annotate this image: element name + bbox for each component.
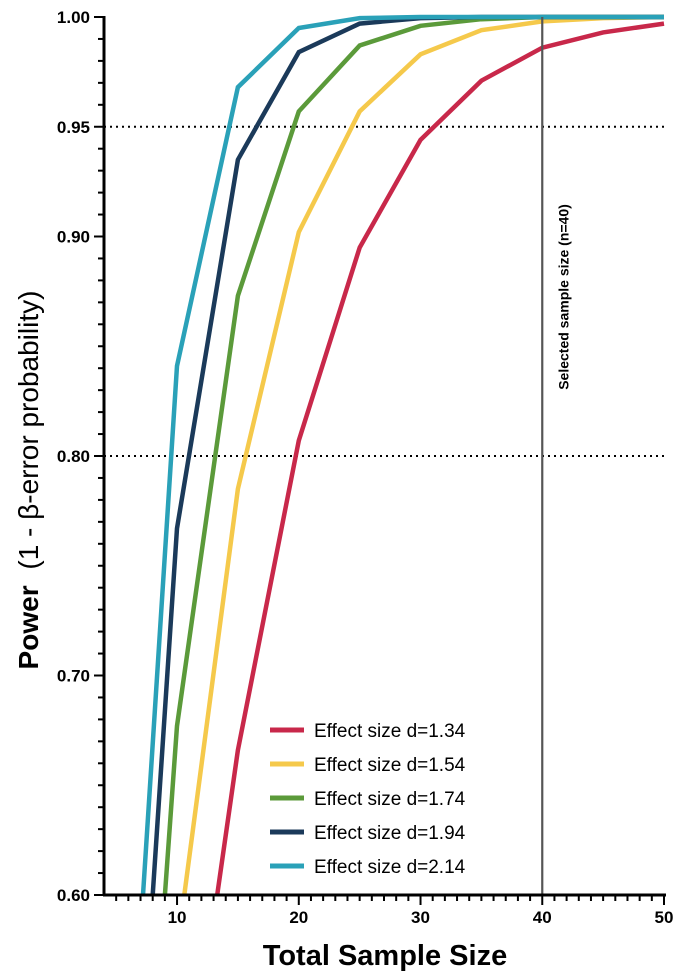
x-tick-label: 10 [168,908,187,927]
legend-label-5: Effect size d=2.14 [314,857,466,878]
y-axis-title-rest: (1 - β-error probability) [13,291,44,570]
series-lines [140,14,665,895]
y-tick-label: 0.90 [57,228,90,247]
x-axis-title: Total Sample Size [263,940,507,972]
x-tick-label: 50 [655,908,674,927]
legend-label-2: Effect size d=1.54 [314,755,466,776]
x-tick-label: 40 [533,908,552,927]
legend-label-3: Effect size d=1.74 [314,789,466,810]
y-tick-label: 1.00 [57,8,90,27]
y-axis-title: Power (1 - β-error probability) [13,291,44,670]
series-line-5 [140,14,664,895]
y-tick-label: 0.70 [57,667,90,686]
x-tick-label: 20 [289,908,308,927]
y-tick-label: 0.95 [57,118,90,137]
legend-label-1: Effect size d=1.34 [314,721,466,742]
x-tick-label: 30 [411,908,430,927]
y-tick-label: 0.60 [57,886,90,905]
series-line-1 [214,21,665,895]
legend-label-4: Effect size d=1.94 [314,823,466,844]
reference-lines [104,125,664,457]
selected-sample-size-label: Selected sample size (n=40) [555,204,571,390]
axes: 0.60 0.70 0.80 0.90 0.95 1.00 10 20 30 40 50 [57,8,674,927]
selected-sample-size-line-group: Selected sample size (n=40) [541,17,571,895]
y-axis-title-bold: Power [13,585,44,669]
legend: Effect size d=1.34 Effect size d=1.54 Effe… [270,721,466,878]
y-tick-label: 0.80 [57,447,90,466]
